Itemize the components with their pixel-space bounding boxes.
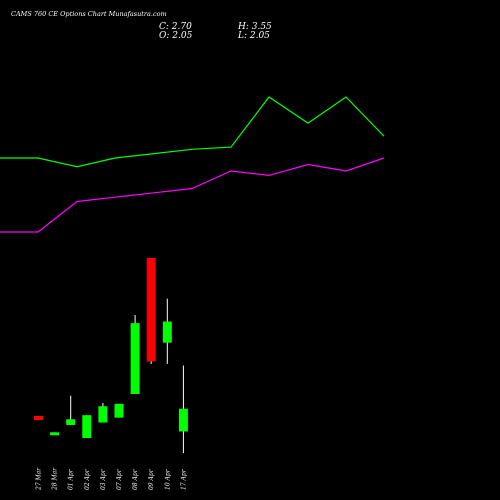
- candle-body: [66, 419, 76, 425]
- x-tick-label: 03 Apr: [100, 468, 107, 490]
- chart-title: CAMS 760 CE Options Chart Munafasutra.co…: [11, 10, 167, 18]
- overlay-line-1: [0, 96, 385, 168]
- x-tick-label: 09 Apr: [148, 468, 155, 490]
- x-tick-label: 10 Apr: [164, 468, 171, 490]
- x-tick-label: 02 Apr: [84, 468, 91, 490]
- candle-body: [146, 258, 156, 362]
- x-tick-label: 27 Mar: [36, 467, 43, 491]
- x-tick-label: 17 Apr: [180, 468, 187, 490]
- candle-body: [82, 415, 92, 438]
- x-axis-labels: 27 Mar 28 Mar 01 Apr 02 Apr 03 Apr 07 Apr 08 A…: [36, 467, 188, 491]
- overlay-line-2: [0, 157, 385, 233]
- x-tick-label: 28 Mar: [52, 467, 59, 491]
- x-tick-label: 07 Apr: [116, 468, 123, 490]
- candle-body: [34, 416, 43, 421]
- readout-high: H: 3.55: [237, 22, 272, 32]
- candle-body: [130, 323, 140, 395]
- candle-body: [114, 403, 124, 418]
- readout-open: O: 2.05: [159, 31, 193, 41]
- candles: [34, 258, 188, 454]
- readout-low: L: 2.05: [237, 31, 270, 41]
- candle-body: [178, 408, 188, 432]
- overlay-lines: [0, 96, 385, 233]
- x-tick-label: 01 Apr: [68, 468, 75, 490]
- candle-body: [162, 321, 172, 343]
- x-tick-label: 08 Apr: [132, 468, 139, 490]
- candle-body: [98, 406, 108, 423]
- readout-close: C: 2.70: [159, 22, 192, 32]
- candle-body: [50, 432, 60, 436]
